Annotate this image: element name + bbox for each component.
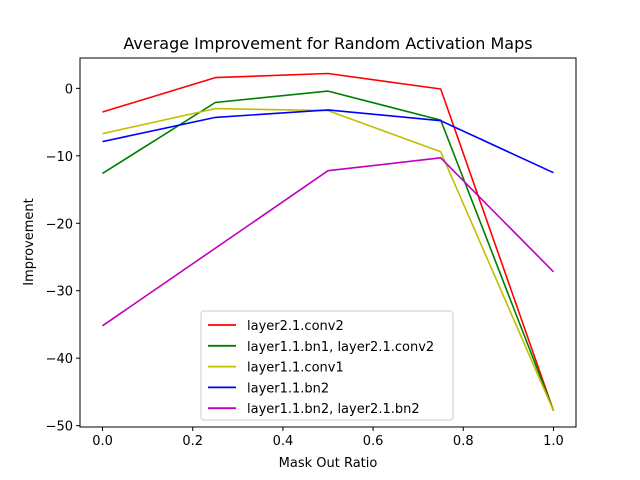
y-tick-label: −50 xyxy=(46,420,73,435)
x-tick-label: 0.4 xyxy=(273,434,294,449)
chart-title: Average Improvement for Random Activatio… xyxy=(123,34,532,53)
y-tick-label: −30 xyxy=(46,285,73,300)
legend-box xyxy=(200,310,454,421)
x-axis: 0.0 0.2 0.4 0.6 0.8 1.0 xyxy=(92,427,564,449)
legend-label: layer1.1.bn2, layer2.1.bn2 xyxy=(247,402,420,417)
y-tick-label: −10 xyxy=(46,150,73,165)
legend-label: layer1.1.bn1, layer2.1.conv2 xyxy=(247,340,434,355)
x-tick-label: 1.0 xyxy=(543,434,564,449)
y-tick-label: −40 xyxy=(46,352,73,367)
plot-frame xyxy=(79,57,577,428)
x-tick-label: 0.0 xyxy=(92,434,113,449)
x-tick-label: 0.2 xyxy=(182,434,203,449)
series-line xyxy=(102,157,555,327)
x-axis-label: Mask Out Ratio xyxy=(279,456,378,471)
series-line xyxy=(102,109,554,174)
plot-lines xyxy=(102,72,555,412)
y-axis-label: Improvement xyxy=(22,198,37,285)
y-tick-label: −20 xyxy=(46,217,73,232)
y-axis: 0 −10 −20 −30 −40 −50 xyxy=(46,82,80,435)
legend-label: layer2.1.conv2 xyxy=(247,319,344,334)
legend: layer2.1.conv2 layer1.1.bn1, layer2.1.con… xyxy=(200,310,454,421)
x-tick-label: 0.8 xyxy=(453,434,474,449)
x-tick-label: 0.6 xyxy=(363,434,384,449)
y-tick-label: 0 xyxy=(65,82,73,97)
legend-label: layer1.1.conv1 xyxy=(247,361,344,376)
legend-label: layer1.1.bn2 xyxy=(247,381,329,396)
